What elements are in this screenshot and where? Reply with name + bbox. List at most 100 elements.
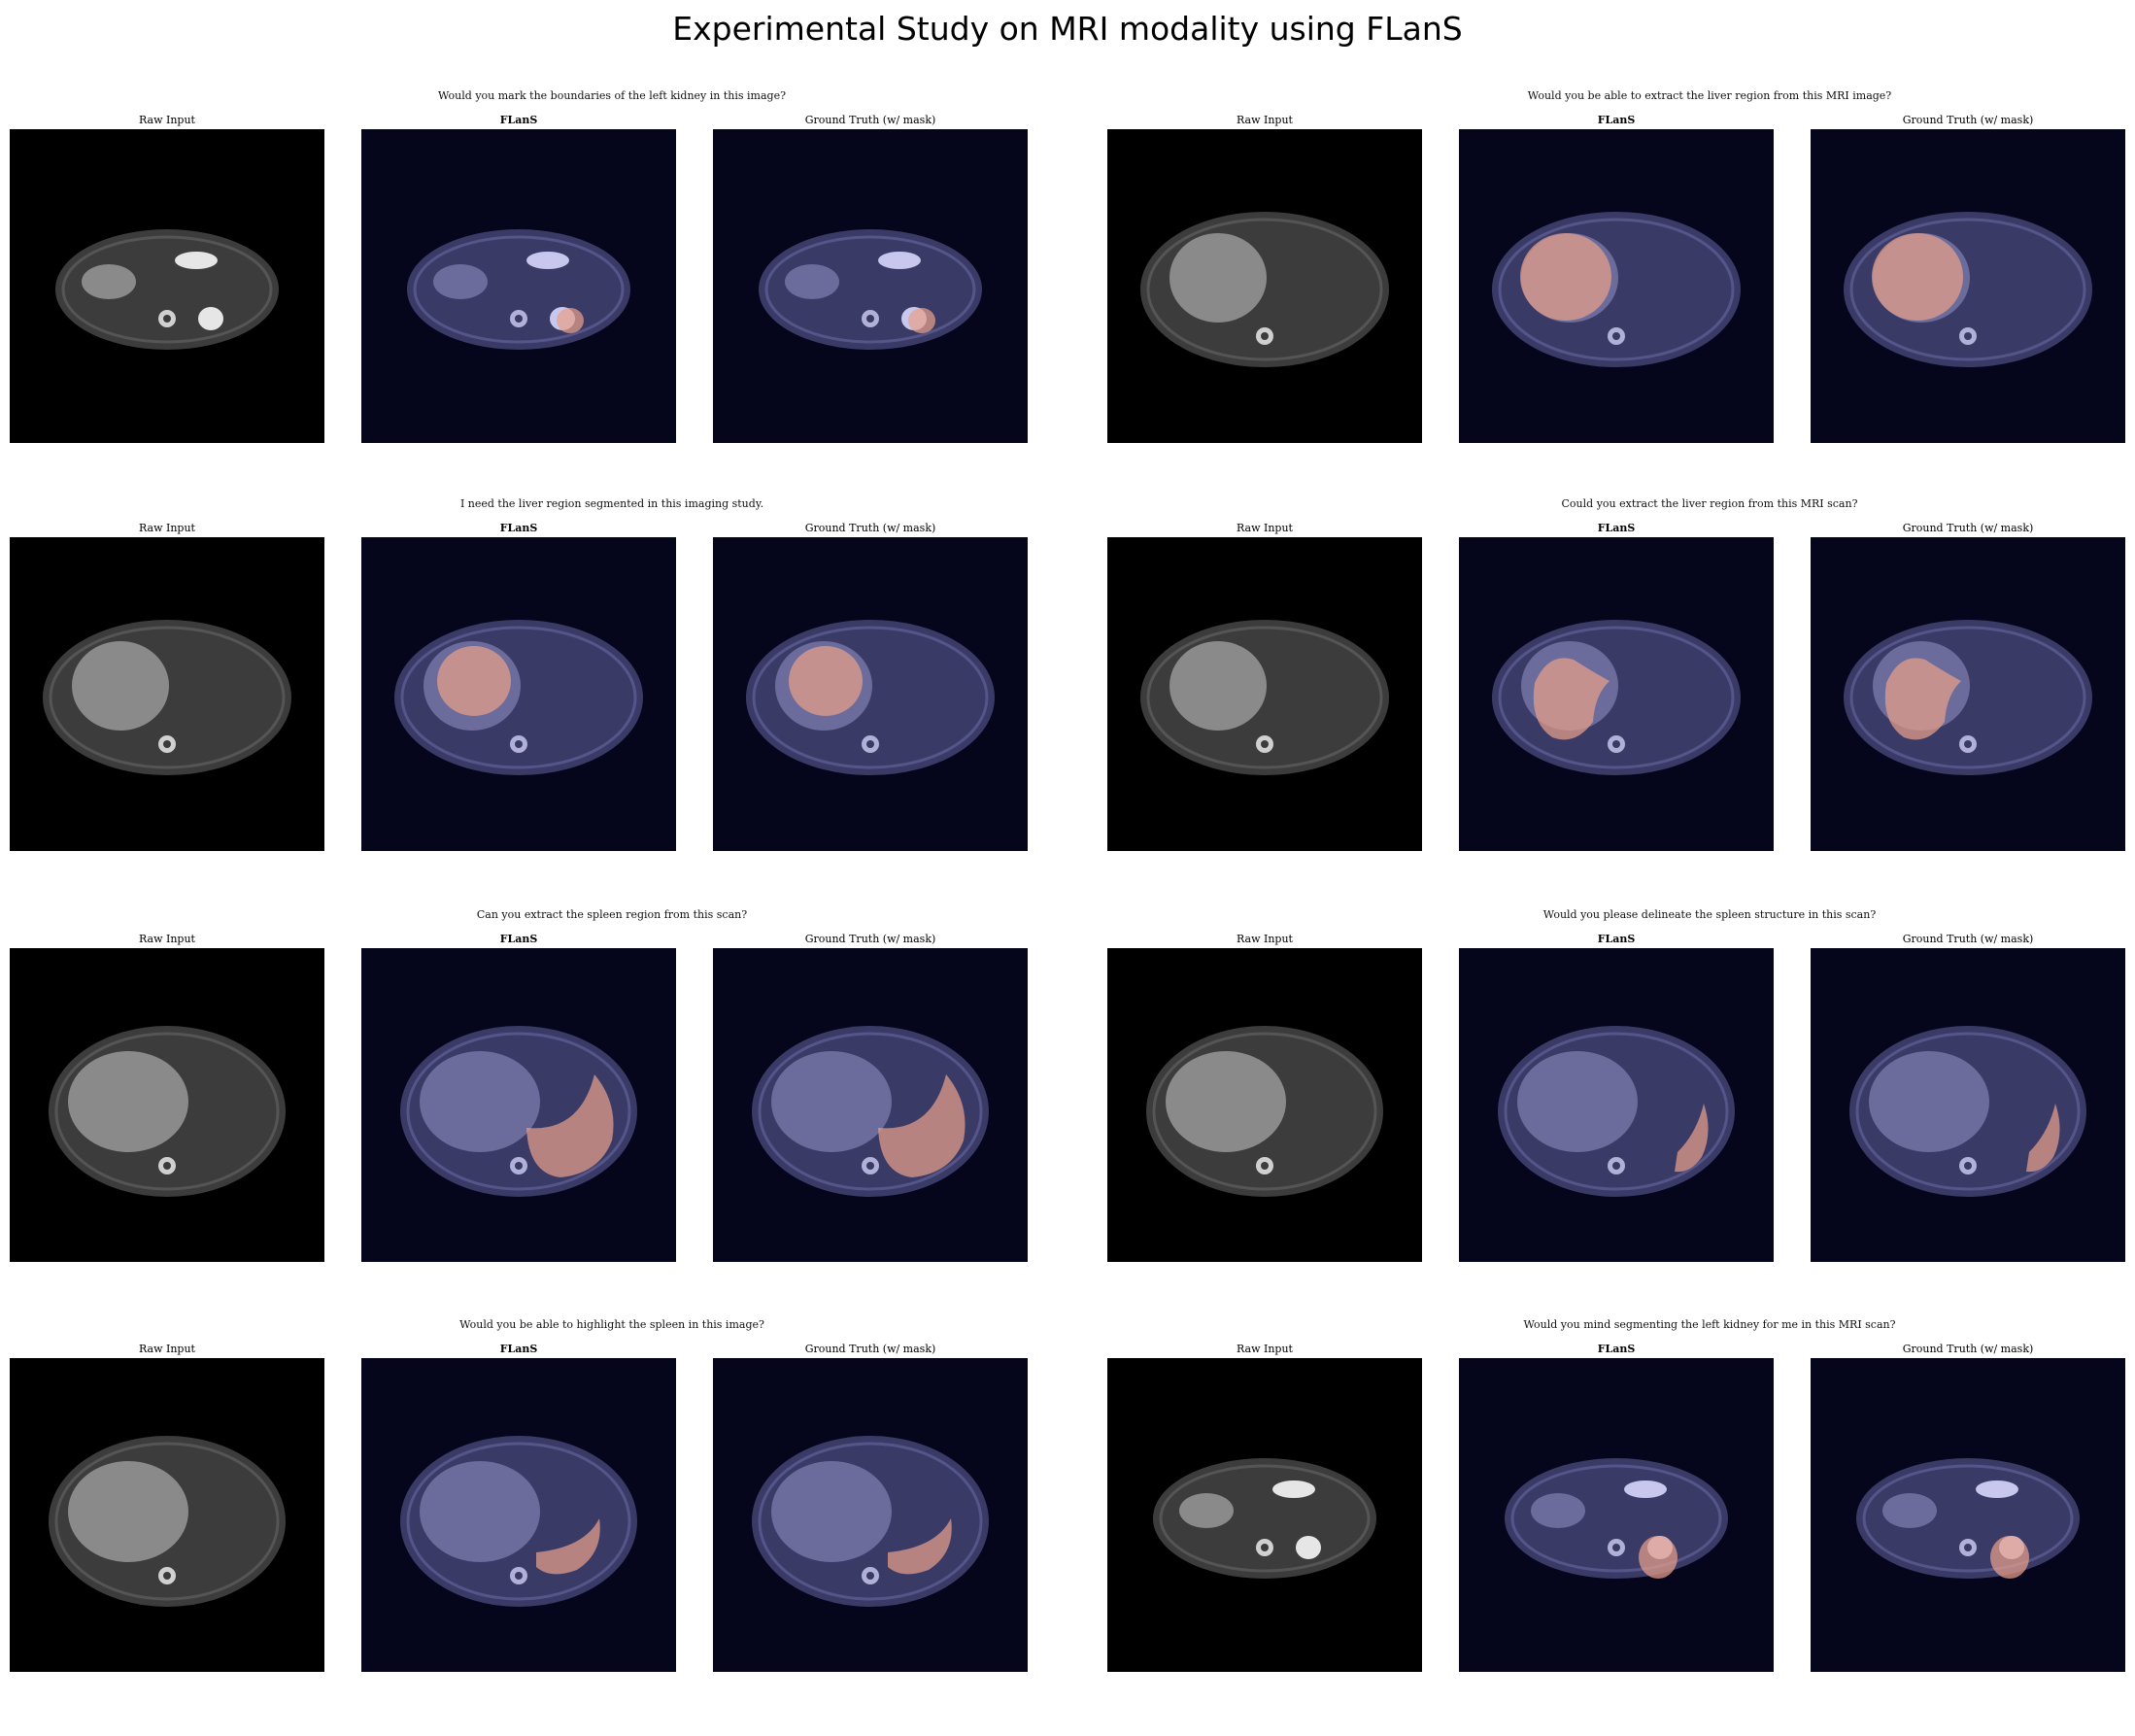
mri-scan-image — [713, 129, 1028, 443]
example-group: I need the liver region segmented in thi… — [10, 497, 1068, 915]
segmentation-mask — [536, 1518, 600, 1575]
panel-label: Ground Truth (w/ mask) — [804, 114, 936, 126]
segmentation-mask — [878, 1074, 966, 1177]
mri-scan-image — [361, 537, 676, 851]
mri-scan-image — [361, 129, 676, 443]
ground-truth-panel: Ground Truth (w/ mask) — [1811, 932, 2125, 1262]
example-group: Would you mind segmenting the left kidne… — [1107, 1318, 2135, 1736]
mri-scan-image — [10, 1358, 324, 1672]
mri-scan-image — [713, 1358, 1028, 1672]
panel-label: FLanS — [1597, 522, 1636, 534]
flans-panel: FLanS — [361, 521, 676, 851]
segmentation-mask — [557, 308, 584, 333]
prompt-text: Would you be able to highlight the splee… — [459, 1318, 764, 1331]
panel-label: Ground Truth (w/ mask) — [804, 1343, 936, 1355]
panel-label: FLanS — [1597, 933, 1636, 945]
prompt-text: Could you extract the liver region from … — [1561, 497, 1858, 510]
raw-input-panel: Raw Input — [1107, 113, 1422, 443]
prompt-text: I need the liver region segmented in thi… — [459, 497, 764, 510]
ground-truth-panel: Ground Truth (w/ mask) — [713, 521, 1028, 851]
panel-label: Ground Truth (w/ mask) — [804, 522, 936, 534]
panel-label: Raw Input — [1237, 933, 1293, 945]
ground-truth-panel: Ground Truth (w/ mask) — [1811, 113, 2125, 443]
panel-label: Raw Input — [1237, 114, 1293, 126]
panel-label: FLanS — [499, 1343, 538, 1355]
segmentation-mask — [1520, 233, 1611, 321]
segmentation-mask — [1872, 233, 1963, 321]
panel-label: Raw Input — [139, 1343, 195, 1355]
panel-label: Ground Truth (w/ mask) — [804, 933, 936, 945]
flans-panel: FLanS — [1459, 113, 1774, 443]
panel-label: Ground Truth (w/ mask) — [1902, 522, 2034, 534]
mri-scan-image — [10, 129, 324, 443]
segmentation-mask — [1675, 1104, 1709, 1173]
prompt-text: Can you extract the spleen region from t… — [476, 908, 748, 921]
mri-scan-image — [10, 948, 324, 1262]
ground-truth-panel: Ground Truth (w/ mask) — [713, 932, 1028, 1262]
segmentation-mask — [526, 1074, 614, 1177]
example-group: Would you please delineate the spleen st… — [1107, 908, 2135, 1326]
mri-scan-image — [1107, 129, 1422, 443]
raw-input-panel: Raw Input — [10, 521, 324, 851]
mri-scan-image — [361, 948, 676, 1262]
raw-input-panel: Raw Input — [10, 113, 324, 443]
example-group: Would you mark the boundaries of the lef… — [10, 89, 1068, 507]
prompt-text: Would you be able to extract the liver r… — [1527, 89, 1892, 102]
segmentation-mask — [789, 646, 863, 716]
panel-label: Raw Input — [139, 114, 195, 126]
prompt-text: Would you mind segmenting the left kidne… — [1523, 1318, 1896, 1331]
panel-label: Ground Truth (w/ mask) — [1902, 114, 2034, 126]
mri-scan-image — [1459, 129, 1774, 443]
mri-scan-image — [713, 948, 1028, 1262]
segmentation-mask — [1639, 1536, 1678, 1579]
mri-scan-image — [1459, 948, 1774, 1262]
panel-label: FLanS — [1597, 1343, 1636, 1355]
segmentation-mask — [2026, 1104, 2060, 1173]
mri-scan-image — [1811, 129, 2125, 443]
raw-input-panel: Raw Input — [1107, 932, 1422, 1262]
prompt-text: Would you mark the boundaries of the lef… — [438, 89, 786, 102]
panel-label: FLanS — [499, 522, 538, 534]
raw-input-panel: Raw Input — [1107, 521, 1422, 851]
panel-label: FLanS — [499, 114, 538, 126]
page-title: Experimental Study on MRI modality using… — [672, 10, 1463, 48]
mri-scan-image — [361, 1358, 676, 1672]
mri-scan-image — [1459, 1358, 1774, 1672]
mri-scan-image — [1811, 948, 2125, 1262]
panel-label: Raw Input — [139, 522, 195, 534]
mri-scan-image — [1811, 1358, 2125, 1672]
segmentation-mask — [1990, 1536, 2029, 1579]
ground-truth-panel: Ground Truth (w/ mask) — [1811, 521, 2125, 851]
panel-label: FLanS — [499, 933, 538, 945]
segmentation-mask — [888, 1518, 952, 1575]
flans-panel: FLanS — [1459, 932, 1774, 1262]
panel-label: FLanS — [1597, 114, 1636, 126]
segmentation-mask — [908, 308, 935, 333]
panel-label: Raw Input — [139, 933, 195, 945]
mri-scan-image — [1107, 537, 1422, 851]
flans-panel: FLanS — [361, 113, 676, 443]
mri-scan-image — [1459, 537, 1774, 851]
flans-panel: FLanS — [1459, 521, 1774, 851]
raw-input-panel: Raw Input — [10, 1342, 324, 1672]
panel-label: Raw Input — [1237, 1343, 1293, 1355]
ground-truth-panel: Ground Truth (w/ mask) — [713, 113, 1028, 443]
mri-scan-image — [713, 537, 1028, 851]
panel-label: Ground Truth (w/ mask) — [1902, 933, 2034, 945]
panel-label: Ground Truth (w/ mask) — [1902, 1343, 2034, 1355]
ground-truth-panel: Ground Truth (w/ mask) — [713, 1342, 1028, 1672]
example-group: Could you extract the liver region from … — [1107, 497, 2135, 915]
raw-input-panel: Raw Input — [1107, 1342, 1422, 1672]
flans-panel: FLanS — [361, 1342, 676, 1672]
segmentation-mask — [1533, 658, 1610, 740]
mri-scan-image — [1811, 537, 2125, 851]
segmentation-mask — [437, 646, 511, 716]
mri-scan-image — [10, 537, 324, 851]
raw-input-panel: Raw Input — [10, 932, 324, 1262]
mri-scan-image — [1107, 1358, 1422, 1672]
flans-panel: FLanS — [361, 932, 676, 1262]
segmentation-mask — [1884, 658, 1961, 740]
prompt-text: Would you please delineate the spleen st… — [1542, 908, 1877, 921]
example-group: Can you extract the spleen region from t… — [10, 908, 1068, 1326]
ground-truth-panel: Ground Truth (w/ mask) — [1811, 1342, 2125, 1672]
